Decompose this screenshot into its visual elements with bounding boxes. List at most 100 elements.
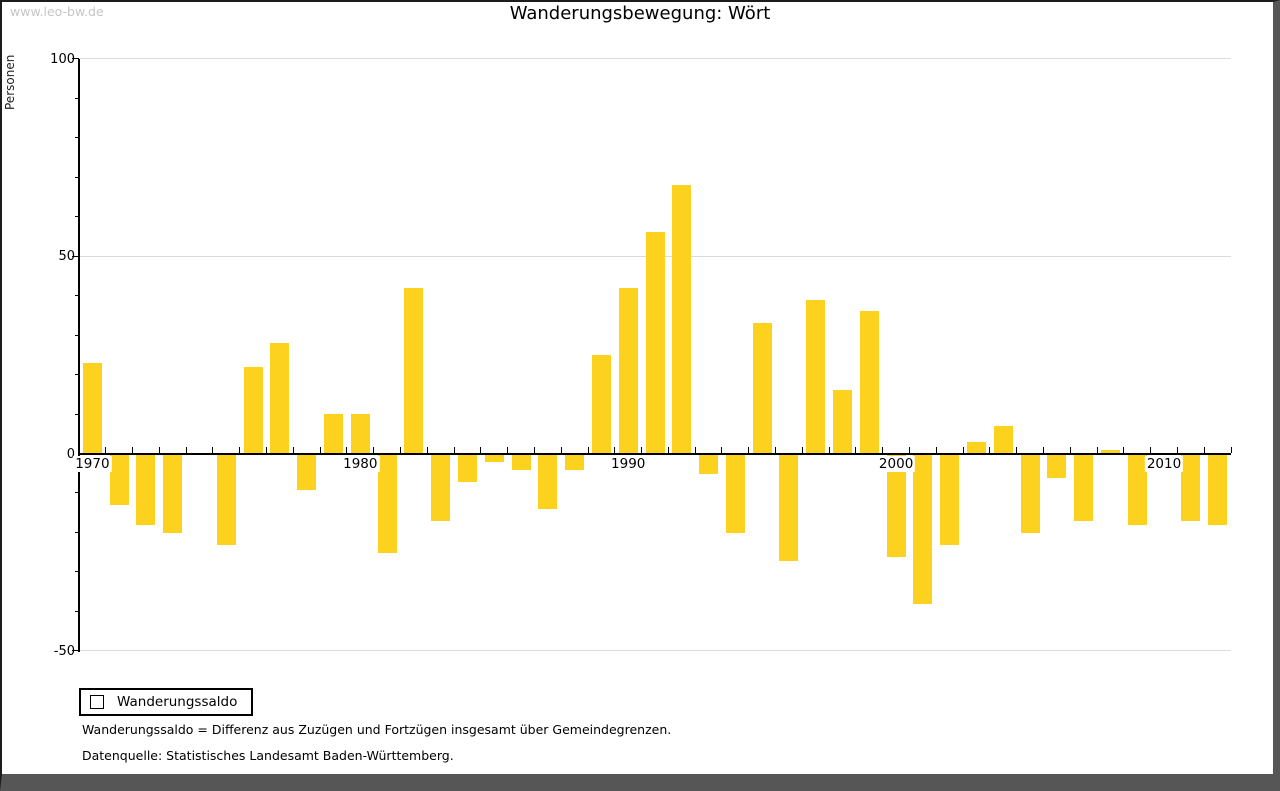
bar-1995[interactable] — [752, 323, 772, 454]
x-tick — [1096, 446, 1098, 453]
bar-1996[interactable] — [779, 454, 799, 561]
bar-1978[interactable] — [297, 454, 317, 490]
x-tick — [1042, 446, 1044, 453]
bar-1990[interactable] — [618, 287, 638, 454]
x-tick — [614, 446, 616, 453]
x-tick — [1150, 446, 1152, 453]
x-tick — [989, 446, 991, 453]
legend[interactable]: Wanderungssaldo — [79, 688, 254, 716]
y-tick--50 — [72, 650, 79, 652]
bar-2009[interactable] — [1127, 454, 1147, 526]
footnote-definition: Wanderungssaldo = Differenz aus Zuzügen … — [82, 722, 672, 737]
x-tick — [694, 446, 696, 453]
x-tick — [507, 446, 509, 453]
x-tick — [426, 446, 428, 453]
x-tick — [239, 446, 241, 453]
y-tick-10 — [75, 413, 79, 415]
x-tick — [748, 446, 750, 453]
bar-1999[interactable] — [859, 311, 879, 454]
bar-1975[interactable] — [216, 454, 236, 545]
bar-1987[interactable] — [538, 454, 558, 510]
x-tick — [399, 446, 401, 453]
x-tick — [1176, 446, 1178, 453]
bar-2007[interactable] — [1074, 454, 1094, 522]
bar-1998[interactable] — [833, 390, 853, 454]
bar-1973[interactable] — [163, 454, 183, 533]
bar-2006[interactable] — [1047, 454, 1067, 478]
bar-2003[interactable] — [966, 441, 986, 454]
y-tick--10 — [75, 492, 79, 494]
bar-1977[interactable] — [270, 342, 290, 454]
x-tick — [319, 446, 321, 453]
bar-1980[interactable] — [350, 414, 370, 454]
legend-label: Wanderungssaldo — [117, 694, 238, 710]
bar-1971[interactable] — [109, 454, 129, 506]
bar-1976[interactable] — [243, 366, 263, 454]
y-tick-90 — [75, 97, 79, 99]
gridline--50 — [79, 650, 1231, 652]
bar-1993[interactable] — [699, 454, 719, 474]
y-tick-label--50: -50 — [53, 643, 75, 659]
x-tick — [828, 446, 830, 453]
y-tick-label-0: 0 — [66, 446, 75, 462]
footnote-source: Datenquelle: Statistisches Landesamt Bad… — [82, 748, 454, 763]
bar-2000[interactable] — [886, 454, 906, 557]
x-tick — [292, 446, 294, 453]
bar-1981[interactable] — [377, 454, 397, 553]
x-tick — [185, 446, 187, 453]
bar-1972[interactable] — [136, 454, 156, 526]
x-tick — [641, 446, 643, 453]
bar-2012[interactable] — [1208, 454, 1228, 526]
x-tick — [533, 446, 535, 453]
x-tick — [1203, 446, 1205, 453]
y-tick-80 — [75, 137, 79, 139]
y-tick--30 — [75, 571, 79, 573]
bar-1994[interactable] — [725, 454, 745, 533]
bar-1997[interactable] — [806, 299, 826, 454]
y-tick-50 — [72, 255, 79, 257]
bar-1982[interactable] — [404, 287, 424, 454]
leo-bw-watermark-link[interactable]: www.leo-bw.de — [10, 4, 104, 19]
x-tick — [373, 446, 375, 453]
x-tick — [132, 446, 134, 453]
y-tick-40 — [75, 295, 79, 297]
y-tick-70 — [75, 176, 79, 178]
bar-1979[interactable] — [324, 414, 343, 454]
x-tick — [346, 446, 348, 453]
x-tick — [1069, 446, 1071, 453]
bar-2001[interactable] — [913, 454, 933, 604]
bar-1989[interactable] — [591, 354, 611, 454]
y-tick-60 — [75, 216, 79, 218]
bar-1984[interactable] — [457, 454, 477, 482]
bar-1992[interactable] — [672, 185, 692, 454]
gridline-100 — [79, 58, 1231, 60]
x-tick — [1230, 446, 1232, 453]
y-tick-30 — [75, 334, 79, 336]
x-tick — [667, 446, 669, 453]
x-tick — [1123, 446, 1125, 453]
chart-title: Wanderungsbewegung: Wört — [509, 3, 771, 24]
x-tick-label-2010: 2010 — [1144, 456, 1184, 472]
bar-2002[interactable] — [940, 454, 960, 545]
x-tick-label-1980: 1980 — [341, 456, 380, 472]
x-tick — [909, 446, 910, 453]
x-tick — [105, 446, 107, 453]
bar-2004[interactable] — [993, 425, 1013, 454]
bar-1983[interactable] — [431, 454, 451, 522]
bar-1970[interactable] — [82, 362, 102, 454]
bar-2011[interactable] — [1181, 454, 1201, 522]
bar-1986[interactable] — [511, 454, 531, 470]
bar-2008[interactable] — [1100, 449, 1120, 454]
bar-1988[interactable] — [565, 454, 585, 470]
x-axis-line — [79, 452, 1231, 455]
x-tick — [78, 446, 80, 453]
bar-1991[interactable] — [645, 232, 665, 454]
bar-2005[interactable] — [1020, 454, 1040, 533]
y-axis-line — [78, 58, 80, 652]
x-tick-label-1990: 1990 — [609, 456, 648, 472]
x-tick — [587, 446, 589, 453]
y-tick--20 — [75, 531, 79, 533]
bar-1985[interactable] — [484, 454, 504, 462]
